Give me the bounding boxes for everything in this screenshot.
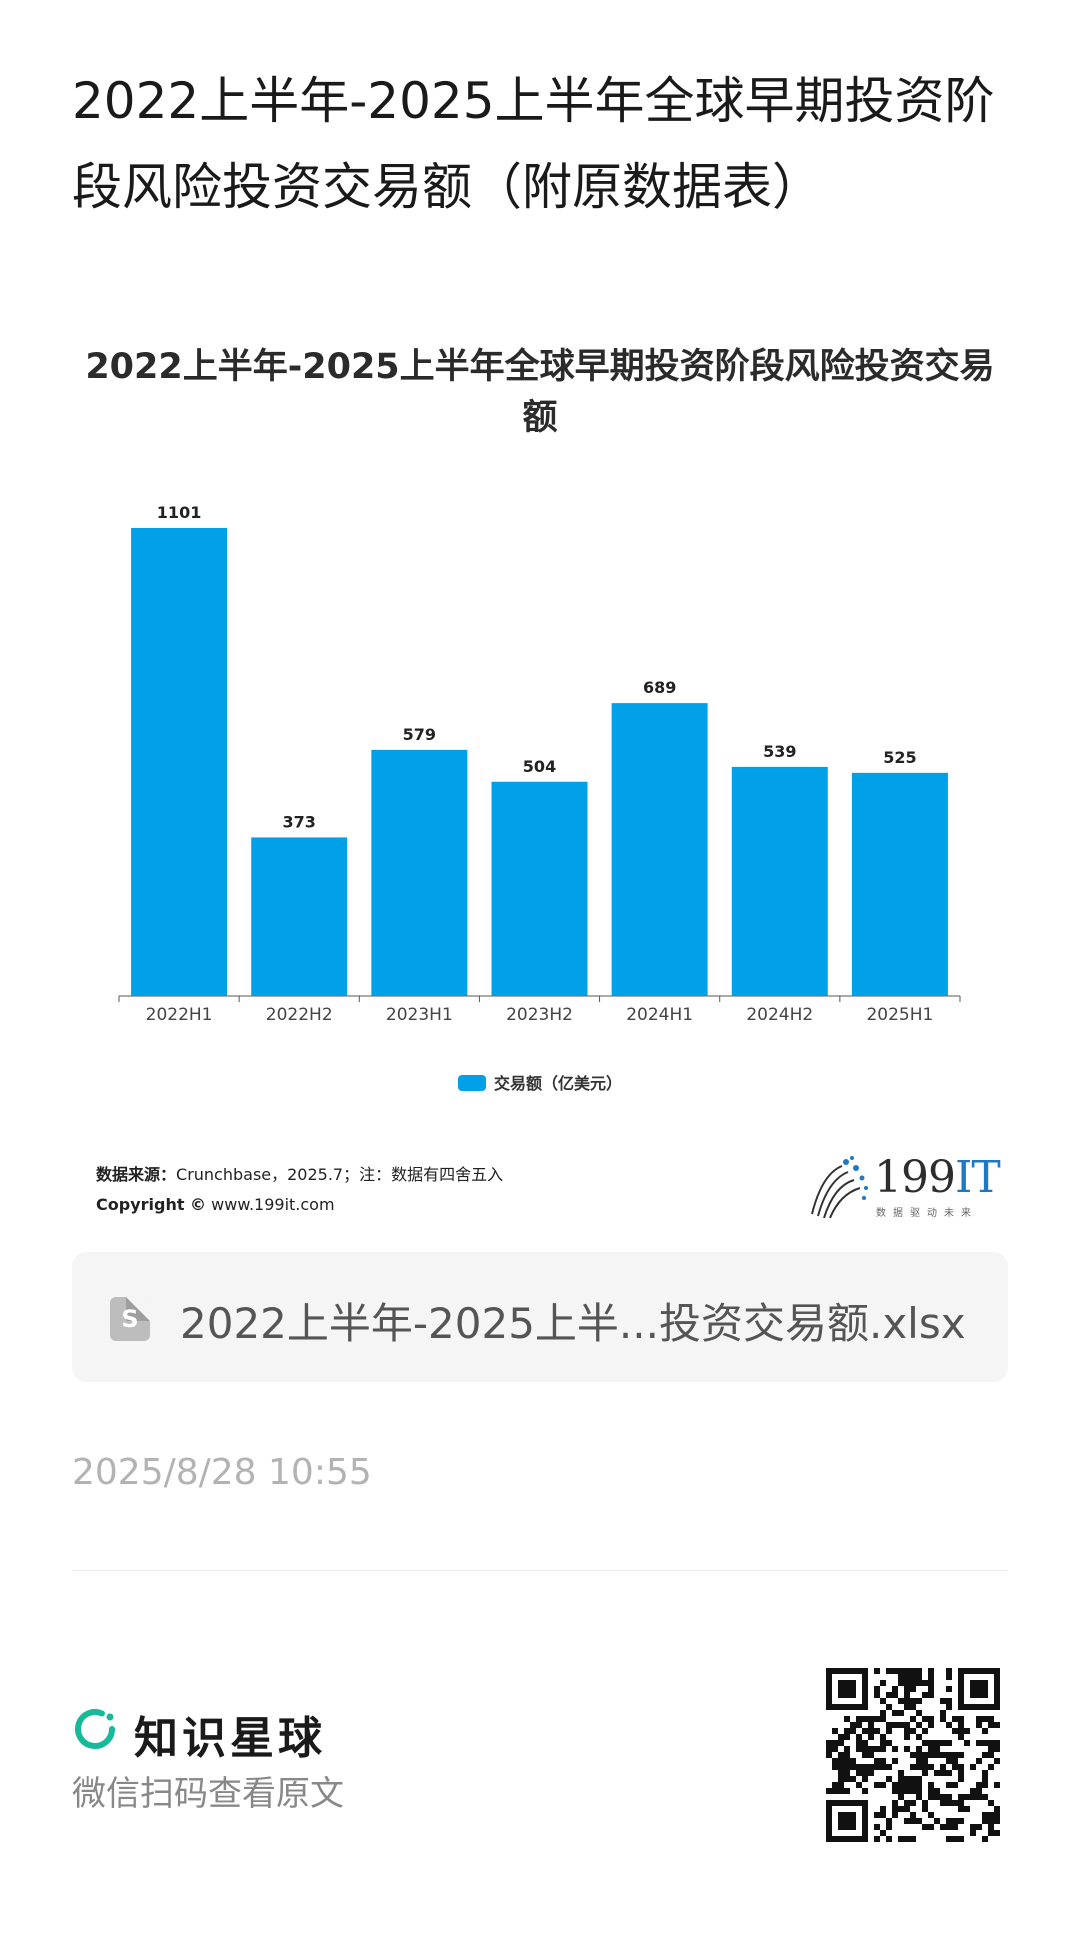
bar-data-label: 689	[643, 678, 676, 697]
x-tick-label: 2022H2	[266, 1005, 333, 1025]
x-tick-label: 2025H1	[866, 1005, 933, 1025]
chart-image: 2022上半年-2025上半年全球早期投资阶段风险投资交易额 1101 2022H…	[72, 320, 1008, 1220]
x-tick-label: 2023H2	[506, 1005, 573, 1025]
post-timestamp: 2025/8/28 10:55	[72, 1452, 372, 1493]
divider	[72, 1570, 1008, 1571]
chart-title: 2022上半年-2025上半年全球早期投资阶段风险投资交易额	[85, 347, 995, 438]
199it-logo: 199IT 数据驱动未来	[802, 1148, 1001, 1228]
attachment-file-name[interactable]: 2022上半年-2025上半...投资交易额.xlsx	[180, 1299, 966, 1348]
logo-subtitle: 数据驱动未来	[876, 1208, 978, 1219]
bar-data-label: 525	[883, 748, 916, 767]
bar-data-label: 504	[523, 757, 556, 776]
zsxq-logo-icon	[75, 1709, 115, 1749]
legend-swatch	[457, 1075, 486, 1091]
copyright-text: www.199it.com	[206, 1195, 335, 1214]
bar	[131, 528, 228, 996]
bar	[851, 772, 948, 996]
bar	[371, 749, 468, 996]
brand-name: 知识星球	[134, 1713, 326, 1764]
x-tick-label: 2023H1	[386, 1005, 453, 1025]
x-tick-label: 2022H1	[146, 1005, 213, 1025]
logo-text: 199IT	[874, 1152, 1001, 1203]
bar-data-label: 579	[403, 725, 436, 744]
bar-chart: 1101 2022H1 373 2022H2 579 2023H1 504 2023H2 689…	[118, 503, 961, 1025]
bar-data-label: 1101	[157, 503, 202, 522]
bar-data-label: 373	[283, 812, 316, 831]
chart-source: 数据来源：Crunchbase，2025.7；注：数据有四舍五入 Copyrig…	[96, 1160, 503, 1220]
199it-logo-icon	[811, 1156, 868, 1219]
chart-legend: 交易额（亿美元）	[72, 1070, 1008, 1094]
x-tick-label: 2024H1	[626, 1005, 693, 1025]
bar	[491, 781, 588, 996]
scan-hint: 微信扫码查看原文	[72, 1774, 344, 1814]
attachment-card[interactable]: S 2022上半年-2025上半...投资交易额.xlsx	[72, 1252, 1008, 1382]
bar	[731, 766, 828, 996]
bar	[251, 837, 348, 996]
qr-code-icon[interactable]	[826, 1668, 1000, 1842]
x-tick-label: 2024H2	[746, 1005, 813, 1025]
spreadsheet-icon: S	[110, 1297, 150, 1341]
legend-label: 交易额（亿美元）	[493, 1074, 622, 1093]
source-label: 数据来源：	[96, 1165, 177, 1184]
copyright-label: Copyright ©	[96, 1195, 207, 1214]
bar-data-label: 539	[763, 742, 796, 761]
page-title: 2022上半年-2025上半年全球早期投资阶段风险投资交易额（附原数据表）	[72, 72, 995, 216]
bar	[611, 703, 708, 996]
source-text: Crunchbase，2025.7；注：数据有四舍五入	[176, 1165, 504, 1184]
